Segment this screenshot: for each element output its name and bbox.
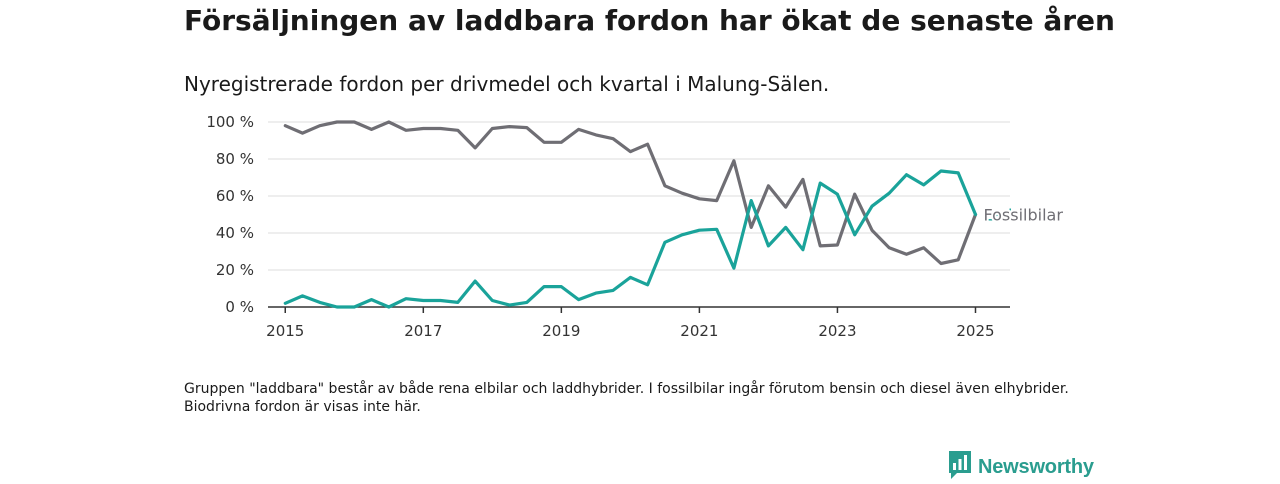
y-tick-label: 100 %: [206, 113, 254, 131]
x-tick-label: 2017: [404, 322, 442, 340]
x-tick-label: 2015: [266, 322, 304, 340]
y-tick-label: 40 %: [216, 224, 254, 242]
brand-logo: Newsworthy: [948, 450, 1094, 484]
gridlines: [268, 121, 1010, 271]
x-tick-label: 2025: [956, 322, 994, 340]
series-label-fossilbilar: Fossilbilar: [983, 206, 1063, 225]
brand-name: Newsworthy: [978, 455, 1094, 478]
series-line-fossilbilar: [283, 120, 978, 266]
footnote: Gruppen "laddbara" består av både rena e…: [184, 381, 1069, 415]
y-tick-label: 0 %: [225, 298, 254, 316]
chart-title: Försäljningen av laddbara fordon har öka…: [184, 4, 1115, 37]
x-axis: 2015 2017 2019 2021 2023 2025: [266, 306, 1010, 340]
newsworthy-logo-icon: [948, 450, 972, 484]
series-lines: [283, 120, 978, 309]
chart-subtitle: Nyregistrerade fordon per drivmedel och …: [184, 72, 830, 96]
y-tick-label: 60 %: [216, 187, 254, 205]
series-line-laddbara: [283, 169, 978, 309]
y-tick-label: 20 %: [216, 261, 254, 279]
x-tick-label: 2021: [680, 322, 718, 340]
line-chart: 0 % 20 % 40 % 60 % 80 % 100 % 2015 2017 2019 202…: [206, 113, 1065, 340]
x-tick-label: 2019: [542, 322, 580, 340]
series-label-laddbara: Laddbara: [983, 206, 1058, 225]
y-tick-label: 80 %: [216, 150, 254, 168]
y-axis: 0 % 20 % 40 % 60 % 80 % 100 %: [206, 113, 254, 316]
x-tick-label: 2023: [818, 322, 856, 340]
